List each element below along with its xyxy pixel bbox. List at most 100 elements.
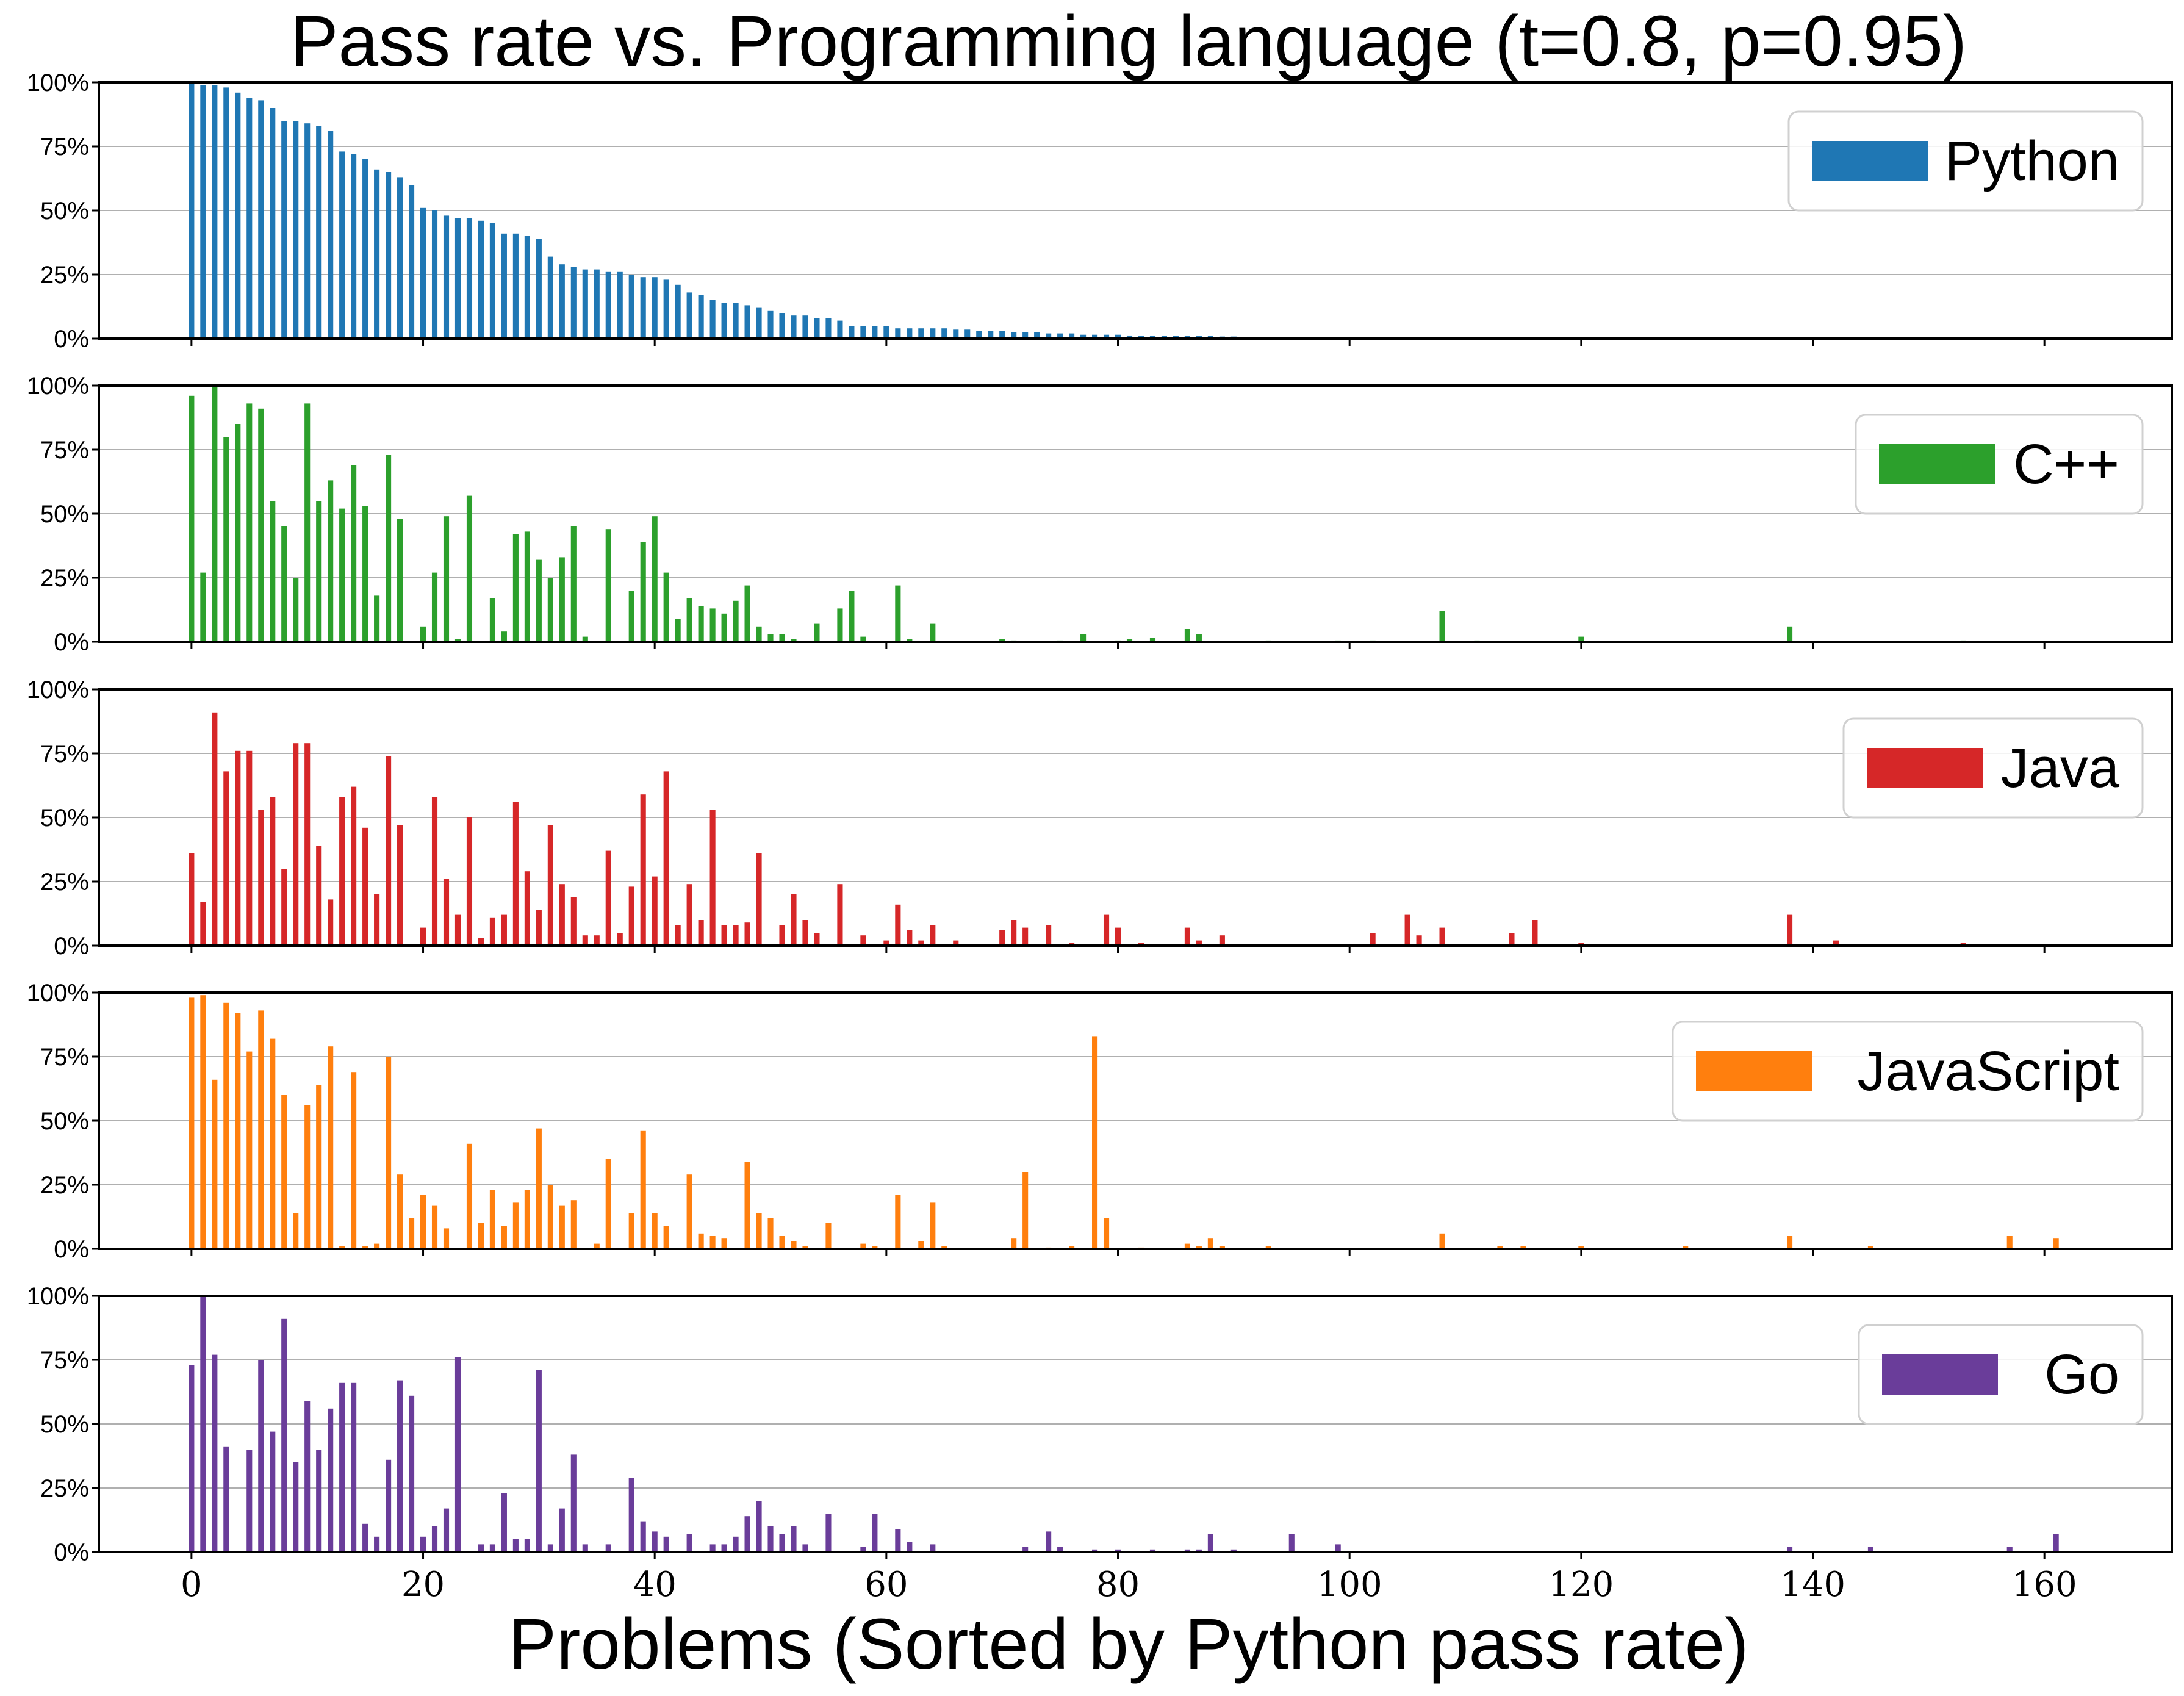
bar-go [501, 1493, 507, 1552]
bar-cpp [1126, 639, 1133, 642]
bar-cpp [512, 534, 519, 642]
bar-java [617, 933, 623, 946]
bar-javascript [281, 1095, 287, 1249]
bar-go [397, 1380, 403, 1552]
bar-cpp [791, 639, 797, 642]
bar-java [351, 786, 357, 946]
bar-cpp [605, 529, 611, 642]
bar-cpp [663, 572, 669, 642]
bar-cpp [223, 437, 229, 642]
bar-java [316, 846, 322, 946]
bar-go [791, 1526, 797, 1552]
bar-python [825, 318, 832, 339]
y-tick-label-python: 75% [40, 134, 89, 160]
bar-cpp [767, 634, 774, 642]
bar-java [478, 938, 484, 946]
bar-go [1046, 1531, 1052, 1552]
y-tick-label-go: 100% [27, 1283, 89, 1310]
bar-javascript [791, 1241, 797, 1249]
bar-java [362, 827, 368, 946]
bar-javascript [1265, 1246, 1271, 1249]
bar-python [200, 85, 206, 339]
bar-go [1230, 1549, 1237, 1552]
bar-go [1184, 1549, 1190, 1552]
x-tick-label: 60 [864, 1565, 908, 1604]
bar-python [918, 328, 924, 339]
bar-java [1022, 927, 1029, 946]
panel-frame-go [98, 1295, 2173, 1553]
bar-go [559, 1508, 565, 1552]
bar-python [1011, 332, 1017, 339]
bar-go [872, 1514, 878, 1552]
y-tick-label-cpp: 75% [40, 437, 89, 464]
bar-javascript [339, 1246, 345, 1249]
bar-javascript [559, 1205, 565, 1249]
bar-go [640, 1521, 646, 1552]
bar-java [1103, 914, 1110, 946]
y-tick-label-go: 50% [40, 1411, 89, 1438]
bar-cpp [559, 557, 565, 642]
bar-python [594, 269, 600, 339]
bar-javascript [1069, 1246, 1075, 1249]
bar-java [489, 917, 495, 946]
bar-javascript [2053, 1238, 2059, 1249]
bar-javascript [408, 1218, 415, 1249]
bars-javascript [189, 995, 2059, 1249]
bar-go [1207, 1534, 1213, 1552]
bar-javascript [1207, 1238, 1213, 1249]
bar-javascript [686, 1174, 692, 1249]
bar-go [328, 1408, 334, 1552]
bar-javascript [570, 1200, 577, 1249]
x-tick-label: 80 [1096, 1565, 1140, 1604]
bar-python [802, 315, 808, 339]
bar-python [524, 236, 530, 339]
bar-javascript [1092, 1036, 1098, 1249]
bar-python [907, 328, 913, 339]
bar-python [1161, 336, 1168, 339]
bar-javascript [1786, 1236, 1793, 1249]
bar-cpp [212, 386, 218, 642]
x-tick-label: 140 [1780, 1565, 1845, 1604]
bar-python [860, 326, 866, 339]
bar-java [547, 825, 553, 946]
bar-cpp [270, 501, 276, 642]
bar-cpp [779, 634, 785, 642]
bar-java [454, 914, 461, 946]
panel-python: 0% 25% 50% 75% 100% Python [27, 70, 2173, 353]
legend-label-python: Python [1945, 130, 2119, 192]
bar-cpp [1184, 629, 1190, 642]
bar-go [825, 1514, 832, 1552]
bar-python [1057, 333, 1063, 339]
bar-python [547, 256, 553, 339]
bar-cpp [304, 403, 311, 642]
bar-go [1786, 1547, 1793, 1552]
bar-python [1022, 332, 1029, 339]
bar-java [733, 925, 739, 946]
bar-go [420, 1536, 426, 1552]
bar-cpp [293, 578, 299, 642]
legend-python: Python [1787, 110, 2144, 212]
y-tick-label-python: 25% [40, 262, 89, 289]
panel-javascript: 0% 25% 50% 75% 100% JavaScript [27, 980, 2173, 1263]
bar-python [501, 233, 507, 339]
bar-javascript [270, 1038, 276, 1249]
bar-cpp [454, 639, 461, 642]
bar-javascript [1219, 1246, 1225, 1249]
bar-go [2053, 1534, 2059, 1552]
bar-java [802, 920, 808, 946]
bar-javascript [640, 1130, 646, 1249]
bar-java [281, 869, 287, 946]
bar-javascript [386, 1057, 392, 1249]
bar-javascript [489, 1190, 495, 1249]
bar-java [258, 810, 264, 946]
bar-python [270, 108, 276, 339]
bar-cpp [1149, 638, 1156, 642]
bar-javascript [767, 1218, 774, 1249]
bar-javascript [1439, 1233, 1445, 1249]
legend-swatch-java [1867, 748, 1983, 788]
bar-python [675, 284, 681, 339]
bar-javascript [779, 1236, 785, 1249]
bar-go [663, 1536, 669, 1552]
bar-python [408, 185, 415, 339]
bar-cpp [582, 636, 588, 642]
